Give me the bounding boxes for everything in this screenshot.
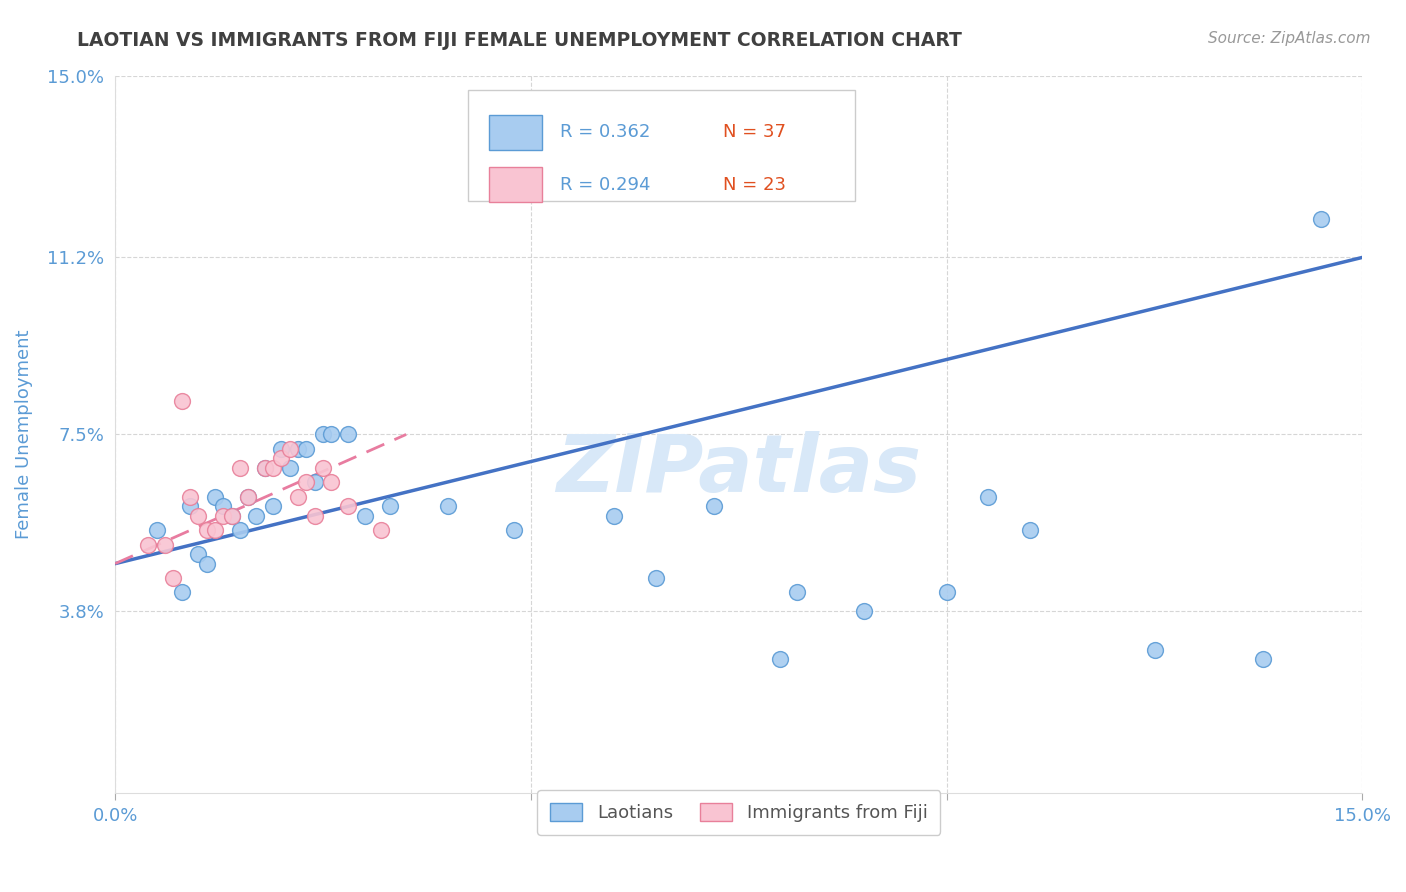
Point <box>278 442 301 456</box>
Point <box>295 442 318 456</box>
Point <box>370 523 392 537</box>
Point <box>138 537 160 551</box>
Point <box>935 585 957 599</box>
Text: R = 0.294: R = 0.294 <box>561 176 651 194</box>
Point <box>852 605 875 619</box>
Text: ZIPatlas: ZIPatlas <box>557 432 921 509</box>
Point <box>287 490 309 504</box>
Point <box>229 461 252 475</box>
Legend: Laotians, Immigrants from Fiji: Laotians, Immigrants from Fiji <box>537 790 941 835</box>
Point <box>229 523 252 537</box>
Point <box>1251 652 1274 666</box>
Point <box>221 508 243 523</box>
Point <box>1018 523 1040 537</box>
Text: N = 23: N = 23 <box>723 176 786 194</box>
Point <box>145 523 167 537</box>
Point <box>287 442 309 456</box>
FancyBboxPatch shape <box>468 90 855 201</box>
Point <box>270 451 292 466</box>
Point <box>336 427 359 442</box>
Point <box>295 475 318 490</box>
Point <box>170 393 193 408</box>
Point <box>769 652 792 666</box>
Point <box>278 461 301 475</box>
Point <box>312 427 335 442</box>
Point <box>304 508 326 523</box>
Point <box>245 508 267 523</box>
Point <box>238 490 260 504</box>
Point <box>212 500 235 514</box>
Point <box>238 490 260 504</box>
Point <box>170 585 193 599</box>
Point <box>1143 642 1166 657</box>
Point <box>162 571 184 585</box>
Point <box>187 547 209 561</box>
Point <box>644 571 666 585</box>
Point <box>603 508 626 523</box>
Text: N = 37: N = 37 <box>723 123 786 142</box>
Point <box>204 523 226 537</box>
Text: Source: ZipAtlas.com: Source: ZipAtlas.com <box>1208 31 1371 46</box>
Point <box>703 500 725 514</box>
FancyBboxPatch shape <box>489 167 541 202</box>
Point <box>195 523 218 537</box>
Point <box>212 508 235 523</box>
Point <box>253 461 276 475</box>
Point <box>321 427 343 442</box>
Point <box>153 537 176 551</box>
Point <box>503 523 526 537</box>
Point <box>262 461 284 475</box>
Point <box>187 508 209 523</box>
Point <box>436 500 458 514</box>
Point <box>179 500 201 514</box>
Point <box>304 475 326 490</box>
Point <box>262 500 284 514</box>
Point <box>204 490 226 504</box>
Point <box>221 508 243 523</box>
Y-axis label: Female Unemployment: Female Unemployment <box>15 330 32 539</box>
Point <box>1309 212 1331 227</box>
Point <box>336 500 359 514</box>
Text: R = 0.362: R = 0.362 <box>561 123 651 142</box>
FancyBboxPatch shape <box>489 114 541 151</box>
Point <box>321 475 343 490</box>
Point <box>977 490 1000 504</box>
Point <box>312 461 335 475</box>
Point <box>195 557 218 571</box>
Point <box>270 442 292 456</box>
Point <box>786 585 808 599</box>
Point <box>378 500 401 514</box>
Point <box>179 490 201 504</box>
Text: LAOTIAN VS IMMIGRANTS FROM FIJI FEMALE UNEMPLOYMENT CORRELATION CHART: LAOTIAN VS IMMIGRANTS FROM FIJI FEMALE U… <box>77 31 962 50</box>
Point <box>253 461 276 475</box>
Point <box>353 508 375 523</box>
